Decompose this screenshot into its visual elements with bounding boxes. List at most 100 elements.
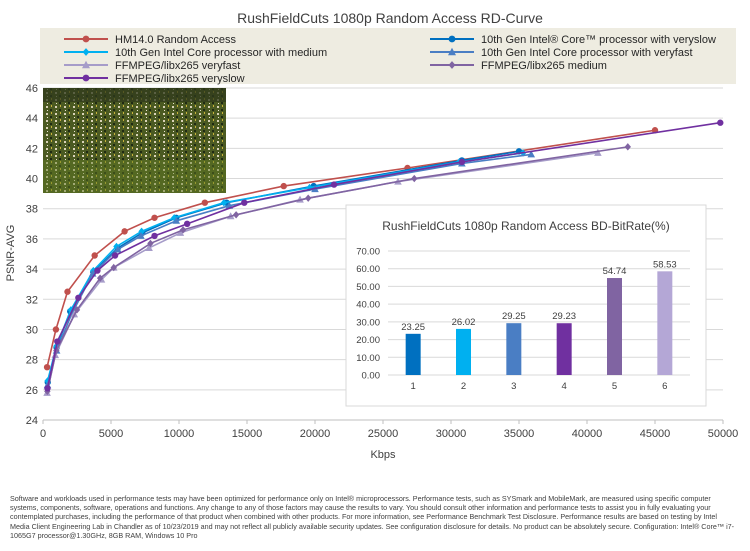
y-tick-label: 24 <box>26 415 38 427</box>
inset-bars <box>405 271 673 375</box>
inset-y-tick-label: 40.00 <box>356 300 380 311</box>
data-point <box>82 60 90 69</box>
x-tick-label: 15000 <box>232 428 263 440</box>
legend-entry: FFMPEG/libx265 veryslow <box>64 73 245 85</box>
inset-y-tick-label: 10.00 <box>356 353 380 364</box>
stadium-crowd-photo <box>43 88 226 193</box>
inset-title: RushFieldCuts 1080p Random Access BD-Bit… <box>382 219 669 233</box>
inset-y-tick-label: 50.00 <box>356 282 380 293</box>
data-point <box>179 226 187 234</box>
data-point <box>137 231 145 239</box>
data-point <box>201 199 209 206</box>
series-line <box>46 129 656 368</box>
inset-y-tick-label: 20.00 <box>356 335 380 346</box>
inset-bar-value-label: 26.02 <box>452 317 476 328</box>
inset-bar <box>506 323 522 375</box>
y-tick-label: 46 <box>26 83 38 95</box>
legend: HM14.0 Random Access 10th Gen Intel® Core… <box>64 34 716 85</box>
y-tick-label: 38 <box>26 204 38 216</box>
chart-title: RushFieldCuts 1080p Random Access RD-Cur… <box>237 10 543 26</box>
x-axis-label: Kbps <box>370 449 396 461</box>
y-axis-label: PSNR-AVG <box>5 225 17 282</box>
y-tick-label: 34 <box>26 264 38 276</box>
data-point <box>54 338 61 345</box>
data-point <box>94 267 101 274</box>
disclaimer-footer: Software and workloads used in performan… <box>10 494 735 540</box>
x-tick-label: 5000 <box>99 428 123 440</box>
x-tick-label: 50000 <box>708 428 739 440</box>
data-point <box>448 47 456 56</box>
data-point <box>241 199 248 206</box>
inset-bar <box>657 271 673 375</box>
inset-bar <box>556 323 572 375</box>
series-7 <box>44 119 724 392</box>
inset-frame <box>345 204 707 407</box>
legend-label: 10th Gen Intel® Core™ processor with ver… <box>481 34 716 46</box>
y-tick-label: 32 <box>26 294 38 306</box>
data-point <box>151 232 158 240</box>
data-point <box>330 181 338 188</box>
inset-x-tick-label: 4 <box>562 381 567 392</box>
data-point <box>64 288 71 295</box>
data-point <box>114 245 122 253</box>
x-tick-label: 25000 <box>368 428 399 440</box>
inset-bar <box>456 328 471 375</box>
data-point <box>82 48 90 56</box>
legend-entry: HM14.0 Random Access <box>64 34 237 46</box>
data-point <box>91 252 98 259</box>
legend-entry: 10th Gen Intel Core processor with veryf… <box>430 47 693 59</box>
data-point <box>232 211 240 219</box>
y-tick-label: 30 <box>26 324 38 336</box>
inset-x-tick-label: 3 <box>511 381 516 392</box>
data-point <box>183 220 191 228</box>
legend-box <box>40 28 736 84</box>
data-point <box>172 216 181 224</box>
data-point <box>305 194 312 202</box>
data-point <box>717 119 724 126</box>
legend-label: FFMPEG/libx265 medium <box>481 60 607 72</box>
x-tick-label: 30000 <box>436 428 467 440</box>
legend-entry: 10th Gen Intel® Core™ processor with ver… <box>430 34 716 46</box>
inset-bar-value-label: 58.53 <box>653 259 677 270</box>
y-tick-label: 40 <box>26 174 38 186</box>
inset-y-tick-label: 60.00 <box>356 264 380 275</box>
inset-bar-value-label: 29.25 <box>502 311 526 322</box>
legend-entry: 10th Gen Intel Core processor with mediu… <box>64 47 327 59</box>
data-point <box>138 227 145 236</box>
inset-y-tick-label: 70.00 <box>356 247 380 258</box>
series-layer <box>43 119 724 396</box>
legend-label: 10th Gen Intel Core processor with veryf… <box>481 47 693 59</box>
x-tick-label: 10000 <box>164 428 195 440</box>
data-point <box>411 174 418 183</box>
rd-curve-chart: RushFieldCuts 1080p Random Access RD-Cur… <box>5 10 738 461</box>
data-point <box>145 243 153 251</box>
inset-x-tick-label: 5 <box>612 381 617 392</box>
data-point <box>448 35 456 43</box>
x-axis-ticks: 0 5000 10000 15000 20000 25000 30000 35000 40000… <box>40 420 738 440</box>
data-point <box>67 306 75 314</box>
inset-bar-labels: 23.25 26.02 29.25 29.23 54.74 58.53 <box>401 259 676 332</box>
data-point <box>121 228 128 235</box>
data-point <box>448 61 456 69</box>
inset-y-tick-label: 0.00 <box>362 371 381 382</box>
y-tick-label: 28 <box>26 355 38 367</box>
data-point <box>458 158 466 166</box>
inset-y-ticks: 0.00 10.00 20.00 30.00 40.00 50.00 60.00 70.00 <box>356 247 380 382</box>
x-tick-label: 0 <box>40 428 46 440</box>
data-point <box>73 306 81 314</box>
data-point <box>176 228 185 236</box>
inset-bar-value-label: 29.23 <box>552 311 576 322</box>
data-point <box>43 363 51 371</box>
x-tick-label: 45000 <box>640 428 671 440</box>
y-tick-label: 36 <box>26 234 38 246</box>
data-point <box>280 182 287 190</box>
legend-label: FFMPEG/libx265 veryfast <box>115 60 240 72</box>
data-point <box>53 346 60 355</box>
data-point <box>75 294 82 301</box>
y-tick-label: 26 <box>26 385 38 397</box>
data-point <box>594 148 602 156</box>
data-point <box>111 252 119 259</box>
x-tick-label: 35000 <box>504 428 535 440</box>
inset-bar <box>405 333 421 375</box>
data-point <box>110 263 117 272</box>
